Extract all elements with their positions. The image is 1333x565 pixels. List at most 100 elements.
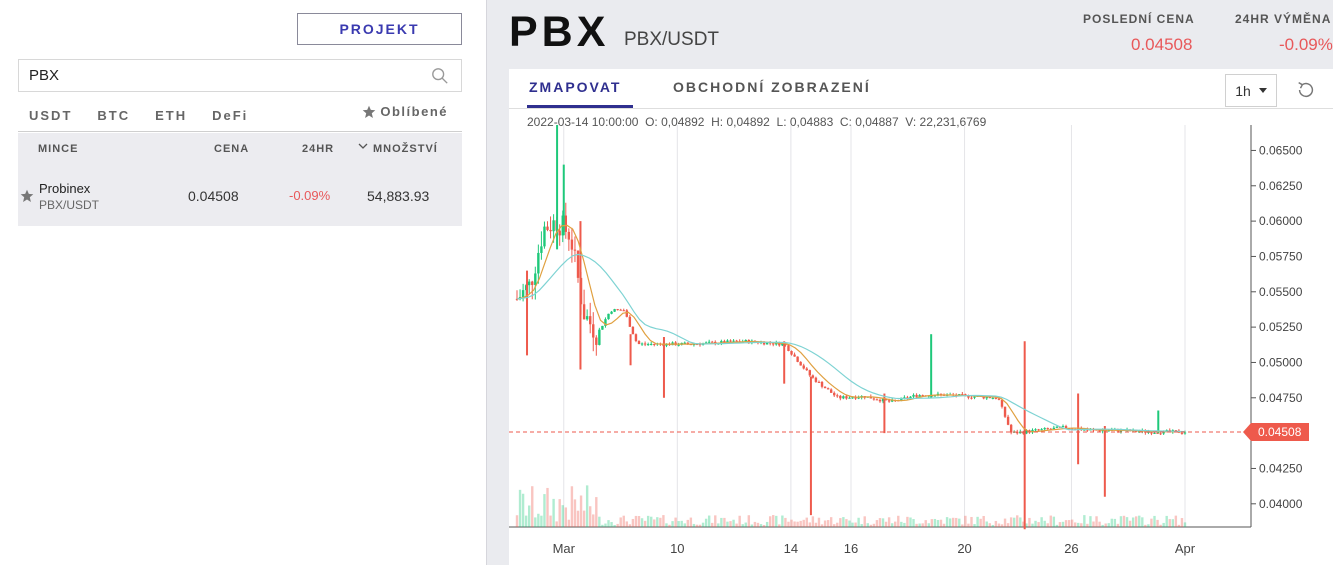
project-button[interactable]: PROJEKT <box>297 13 462 45</box>
tab-chart[interactable]: ZMAPOVAT <box>529 79 622 95</box>
volume-bar <box>890 523 894 527</box>
tab-usdt[interactable]: USDT <box>29 108 73 123</box>
volume-bar <box>918 523 921 527</box>
volume-bar <box>637 516 641 527</box>
volume-bar <box>1070 519 1074 527</box>
table-row[interactable]: Probinex PBX/USDT 0.04508 -0.09% 54,883.… <box>18 175 462 215</box>
volume-bar <box>839 518 842 527</box>
volume-bar <box>704 518 708 527</box>
volume-bar <box>1003 518 1007 527</box>
candle-body <box>845 396 848 399</box>
volume-bar <box>747 515 751 527</box>
candle-body <box>570 239 574 250</box>
volume-bar <box>662 515 665 527</box>
candle-body <box>970 397 973 399</box>
candle-body <box>595 337 598 345</box>
volume-bar <box>921 523 924 527</box>
candle-body <box>720 340 723 344</box>
header-price[interactable]: CENA <box>214 143 250 155</box>
tab-btc[interactable]: BTC <box>97 108 131 123</box>
volume-bar <box>528 505 531 527</box>
volume-bar <box>887 517 891 527</box>
volume-bar <box>866 523 869 527</box>
candle-body <box>793 354 796 357</box>
tab-favorites[interactable]: Oblíbené <box>362 104 448 119</box>
market-tabs: USDT BTC ETH DeFi Oblíbené <box>18 100 462 132</box>
volume-bar <box>552 498 555 527</box>
y-tick-label: 0.04000 <box>1259 497 1303 511</box>
star-icon[interactable] <box>20 189 34 203</box>
volume-bar <box>817 517 821 527</box>
volume-bar <box>884 521 888 527</box>
candle-body <box>515 298 519 300</box>
volume-bar <box>1025 523 1028 527</box>
candle-body <box>1049 428 1052 430</box>
volume-bar <box>903 522 906 527</box>
volume-bar <box>741 524 744 527</box>
x-tick-label: Mar <box>553 541 576 556</box>
volume-bar <box>808 522 812 527</box>
header-quantity[interactable]: MNOŽSTVÍ <box>373 143 438 155</box>
volume-bar <box>796 521 799 527</box>
refresh-icon[interactable] <box>1295 79 1317 101</box>
tab-defi[interactable]: DeFi <box>212 108 249 123</box>
volume-bar <box>1052 516 1056 527</box>
moving-average-slow <box>516 253 1186 433</box>
candle-body <box>875 399 879 401</box>
volume-bar <box>1116 523 1120 527</box>
candle-body <box>994 397 998 399</box>
candle-body <box>857 397 860 399</box>
candle-body <box>707 341 711 343</box>
volume-bar <box>845 519 848 527</box>
tab-trade-view[interactable]: OBCHODNÍ ZOBRAZENÍ <box>673 79 871 95</box>
volume-bar <box>823 520 827 527</box>
volume-bar <box>1067 520 1071 527</box>
tab-eth[interactable]: ETH <box>155 108 188 123</box>
candle-body <box>628 316 632 327</box>
candle-body <box>762 342 766 345</box>
volume-bar <box>531 486 534 527</box>
y-tick-label: 0.05750 <box>1259 249 1303 263</box>
volume-bar <box>582 510 586 527</box>
chevron-down-icon[interactable] <box>358 141 368 154</box>
volume-bar <box>1150 518 1153 527</box>
volume-bar <box>1058 522 1062 527</box>
candle-body <box>912 394 915 397</box>
search-input[interactable] <box>19 67 419 84</box>
symbol-title: PBX <box>509 8 610 56</box>
header-coin[interactable]: MINCE <box>38 143 79 155</box>
volume-bar <box>997 523 1001 527</box>
volume-bar <box>973 524 976 527</box>
volume-bar <box>729 521 732 527</box>
candle-body <box>650 343 653 345</box>
volume-bar <box>576 510 580 527</box>
candle-body <box>1022 431 1025 434</box>
price-chart[interactable]: Mar 10 14 16 20 26 Apr 0.06500 0.06250 0.06000 0.0… <box>509 125 1333 565</box>
volume-bar <box>726 521 729 527</box>
candle-body <box>808 370 812 376</box>
volume-bar <box>1012 517 1016 527</box>
candle-body <box>799 361 802 366</box>
volume-bar <box>735 523 738 527</box>
candle-body <box>704 342 708 344</box>
volume-bar <box>994 520 998 527</box>
volume-bar <box>1028 517 1031 527</box>
candle-body <box>805 368 808 371</box>
interval-select[interactable]: 1h <box>1225 74 1277 107</box>
header-change[interactable]: 24HR <box>302 143 335 155</box>
volume-bar <box>537 513 540 527</box>
search-icon[interactable] <box>431 67 449 85</box>
candle-body <box>1086 429 1089 431</box>
volume-bar <box>805 517 808 527</box>
candle-body <box>1043 428 1046 430</box>
candle-body <box>677 344 680 346</box>
volume-bar <box>570 486 574 527</box>
volume-bar <box>610 522 613 527</box>
volume-bar <box>811 516 815 527</box>
volume-bar <box>732 519 735 527</box>
volume-bar <box>961 524 964 527</box>
coin-price: 0.04508 <box>188 188 239 204</box>
volume-bar <box>958 518 961 527</box>
candle-body <box>1107 430 1110 432</box>
volume-bar <box>595 497 598 527</box>
